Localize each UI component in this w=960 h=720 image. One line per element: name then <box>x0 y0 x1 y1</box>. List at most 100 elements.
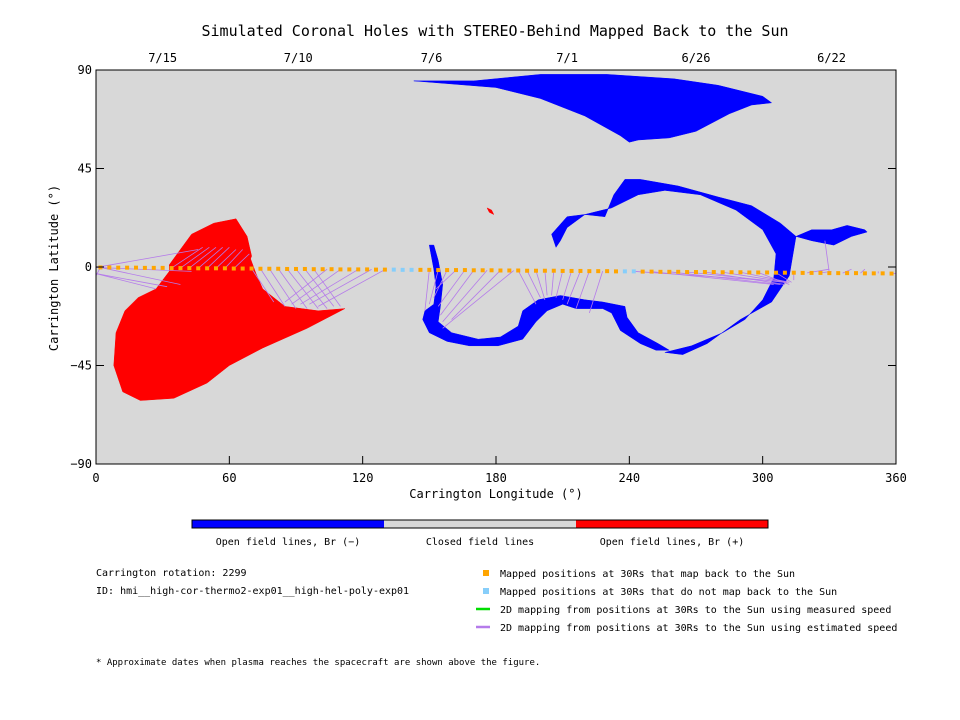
mapping-line <box>295 268 328 309</box>
y-tick-label: 90 <box>78 63 92 77</box>
mapping-line <box>215 249 237 269</box>
mapped-position-point <box>196 266 201 271</box>
x-tick-label: 360 <box>885 471 907 485</box>
legend-label: 2D mapping from positions at 30Rs to the… <box>500 605 891 616</box>
mapping-line <box>566 270 581 305</box>
mapping-line <box>435 269 457 290</box>
carrington-rotation-label: Carrington rotation: 2299 <box>96 568 247 579</box>
y-tick-label: −45 <box>70 359 92 373</box>
mapping-line <box>440 270 475 316</box>
mapping-line <box>318 269 386 307</box>
model-id-label: ID: hmi__high-cor-thermo2-exp01__high-he… <box>96 586 409 597</box>
mapped-position-point <box>471 268 476 273</box>
mapping-line <box>442 270 515 329</box>
mapped-position-point <box>809 270 814 275</box>
mapped-position-point <box>214 266 218 271</box>
x-tick-label: 300 <box>752 471 774 485</box>
mapped-position-point <box>329 267 334 272</box>
mapping-line <box>758 272 790 285</box>
legend-marker <box>483 588 489 594</box>
mapped-position-point <box>347 267 352 272</box>
mapped-position-point <box>151 265 156 270</box>
mapping-line <box>284 268 328 303</box>
mapped-position-point <box>845 271 850 276</box>
mapped-position-point <box>827 271 832 276</box>
mapping-lines <box>95 240 896 329</box>
mapping-line <box>562 270 572 300</box>
mapping-line <box>428 269 439 305</box>
mapped-position-point <box>160 265 165 270</box>
mapping-line <box>451 270 501 320</box>
positive-polarity-region <box>169 218 252 307</box>
legend-label: Mapped positions at 30Rs that do not map… <box>500 587 837 598</box>
date-tick-label: 7/15 <box>148 51 177 65</box>
mapped-position-point <box>365 267 370 272</box>
mapped-position-point <box>791 270 796 275</box>
mapped-position-point <box>889 271 894 276</box>
mapped-position-point <box>462 268 467 273</box>
mapped-position-point <box>711 270 716 275</box>
mapped-position-point <box>222 266 227 271</box>
mapped-position-point <box>738 270 743 275</box>
mapped-position-point <box>338 267 343 272</box>
x-tick-label: 180 <box>485 471 507 485</box>
colorbar-segment <box>576 520 768 528</box>
mapping-line <box>535 270 546 300</box>
mapping-line <box>171 246 203 269</box>
y-tick-label: −90 <box>70 457 92 471</box>
chart-title: Simulated Coronal Holes with STEREO-Behi… <box>202 22 789 40</box>
mapped-position-point <box>436 268 441 273</box>
mapped-position-point <box>169 266 174 271</box>
mapping-line <box>95 273 157 290</box>
mapped-position-point <box>285 266 290 271</box>
legend: Mapped positions at 30Rs that map back t… <box>476 569 897 634</box>
date-tick-label: 7/6 <box>421 51 443 65</box>
x-tick-label: 240 <box>618 471 640 485</box>
negative-polarity-region <box>551 179 868 355</box>
mapped-position-point <box>516 268 521 273</box>
mapped-position-point <box>702 270 707 275</box>
date-tick-label: 7/10 <box>284 51 313 65</box>
top-date-axis: 7/15 7/10 7/6 7/1 6/26 6/22 <box>148 51 846 78</box>
mapping-line <box>233 253 250 269</box>
mapping-line <box>555 270 564 298</box>
mapped-position-point <box>667 269 672 274</box>
mapped-position-point <box>454 268 458 273</box>
mapped-position-point <box>658 269 663 274</box>
mapped-position-point <box>551 268 556 273</box>
mapped-position-point <box>498 268 503 273</box>
mapping-line <box>224 249 243 269</box>
mapping-line <box>442 270 488 322</box>
mapped-position-point <box>507 268 512 273</box>
mapping-line <box>424 269 430 311</box>
mapping-line <box>704 271 785 285</box>
mapped-position-point <box>569 268 574 273</box>
mapping-line <box>551 270 555 296</box>
mapped-position-point <box>694 270 698 275</box>
y-tick-label: 0 <box>85 260 92 274</box>
mapped-position-point <box>240 266 245 271</box>
mapped-position-point <box>578 268 583 273</box>
mapped-position-point <box>356 267 361 272</box>
date-tick-label: 6/26 <box>682 51 711 65</box>
mapping-line <box>180 246 210 269</box>
mapped-position-point <box>800 270 805 275</box>
plot-area <box>95 69 897 465</box>
mapped-position-point <box>489 268 494 273</box>
mapped-position-point <box>605 269 610 274</box>
mapped-position-point <box>205 266 210 271</box>
mapping-line <box>300 269 359 305</box>
mapping-line <box>526 270 541 298</box>
mapped-position-point <box>729 270 734 275</box>
negative-polarity-region <box>422 244 671 351</box>
mapped-position-point <box>445 268 450 273</box>
unmapped-position-point <box>631 269 636 274</box>
mapped-position-point <box>756 270 761 275</box>
mapping-line <box>860 268 866 274</box>
mapped-position-point <box>249 266 254 271</box>
mapping-line <box>437 269 466 307</box>
unmapped-position-point <box>400 267 405 272</box>
legend-label: Mapped positions at 30Rs that map back t… <box>500 569 795 580</box>
legend-label: 2D mapping from positions at 30Rs to the… <box>500 623 897 634</box>
